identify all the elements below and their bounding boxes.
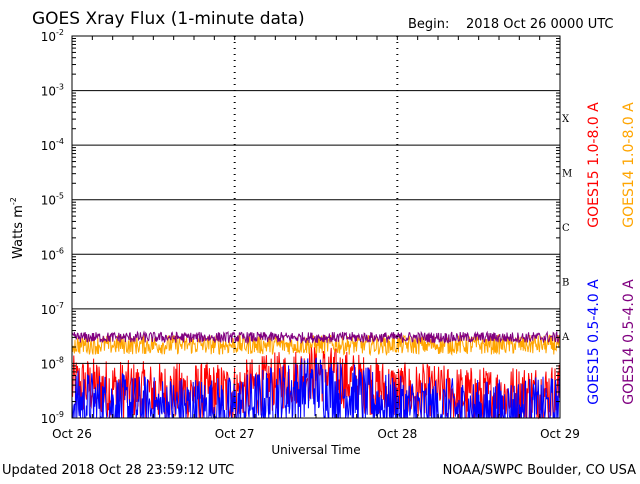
y-tick-base: 10	[41, 139, 56, 153]
chart-title: GOES Xray Flux (1-minute data)	[32, 9, 305, 29]
y-tick-exponent: -8	[56, 355, 64, 364]
y-tick-label: 10-3	[41, 83, 64, 99]
y-tick-base: 10	[41, 248, 56, 262]
flare-class-b: B	[562, 278, 569, 289]
legend-entry: GOES15 1.0-8.0 A	[586, 102, 602, 228]
y-tick-base: 10	[41, 303, 56, 317]
y-tick-label: 10-6	[41, 246, 64, 262]
y-tick-base: 10	[41, 30, 56, 44]
y-axis-label-text: Watts m	[11, 205, 26, 259]
plot-frame	[71, 35, 561, 419]
y-tick-label: 10-2	[41, 28, 64, 44]
y-axis-label: Watts m-2	[9, 197, 26, 259]
flare-class-m: M	[562, 168, 572, 179]
y-tick-label: 10-5	[41, 192, 64, 208]
y-tick-exponent: -2	[56, 28, 64, 37]
y-tick-base: 10	[41, 412, 56, 426]
legend: GOES15 1.0-8.0 A GOES14 1.0-8.0 A GOES15 0…	[586, 102, 637, 405]
y-tick-exponent: -7	[56, 301, 64, 310]
legend-entry: GOES14 0.5-4.0 A	[621, 279, 637, 405]
y-tick-exponent: -6	[56, 246, 64, 255]
y-axis-label-exponent: -2	[9, 197, 18, 205]
x-tick-label: Oct 26	[52, 427, 92, 441]
y-tick-base: 10	[41, 357, 56, 371]
y-tick-label: 10-8	[41, 355, 64, 371]
y-tick-exponent: -5	[56, 192, 64, 201]
grid-layer	[72, 36, 560, 418]
y-tick-base: 10	[41, 194, 56, 208]
y-tick-base: 10	[41, 85, 56, 99]
updated-text: Updated 2018 Oct 28 23:59:12 UTC	[2, 463, 234, 478]
begin-value: 2018 Oct 26 0000 UTC	[466, 17, 614, 32]
flare-class-x: X	[562, 114, 570, 125]
series-line	[71, 330, 561, 345]
legend-entry: GOES14 1.0-8.0 A	[621, 102, 637, 228]
y-tick-exponent: -3	[56, 83, 64, 92]
x-tick-labels: Oct 26 Oct 27 Oct 28 Oct 29	[52, 427, 580, 441]
y-tick-label: 10-9	[41, 410, 64, 426]
y-tick-labels: 10-910-810-710-610-510-410-310-2	[41, 28, 64, 426]
begin-label: Begin:	[408, 17, 449, 32]
x-axis-label: Universal Time	[271, 443, 360, 457]
y-tick-exponent: -4	[56, 137, 64, 146]
y-tick-label: 10-7	[41, 301, 64, 317]
credit-text: NOAA/SWPC Boulder, CO USA	[443, 463, 636, 478]
x-tick-label: Oct 27	[215, 427, 255, 441]
legend-entry: GOES15 0.5-4.0 A	[586, 279, 602, 405]
flare-class-a: A	[561, 332, 570, 343]
y-tick-exponent: -9	[56, 410, 64, 419]
y-tick-label: 10-4	[41, 137, 64, 153]
flare-class-c: C	[562, 223, 570, 234]
flare-class-labels: A B C M X	[561, 114, 572, 343]
x-tick-label: Oct 29	[540, 427, 580, 441]
x-tick-label: Oct 28	[377, 427, 417, 441]
series-line	[71, 334, 561, 357]
